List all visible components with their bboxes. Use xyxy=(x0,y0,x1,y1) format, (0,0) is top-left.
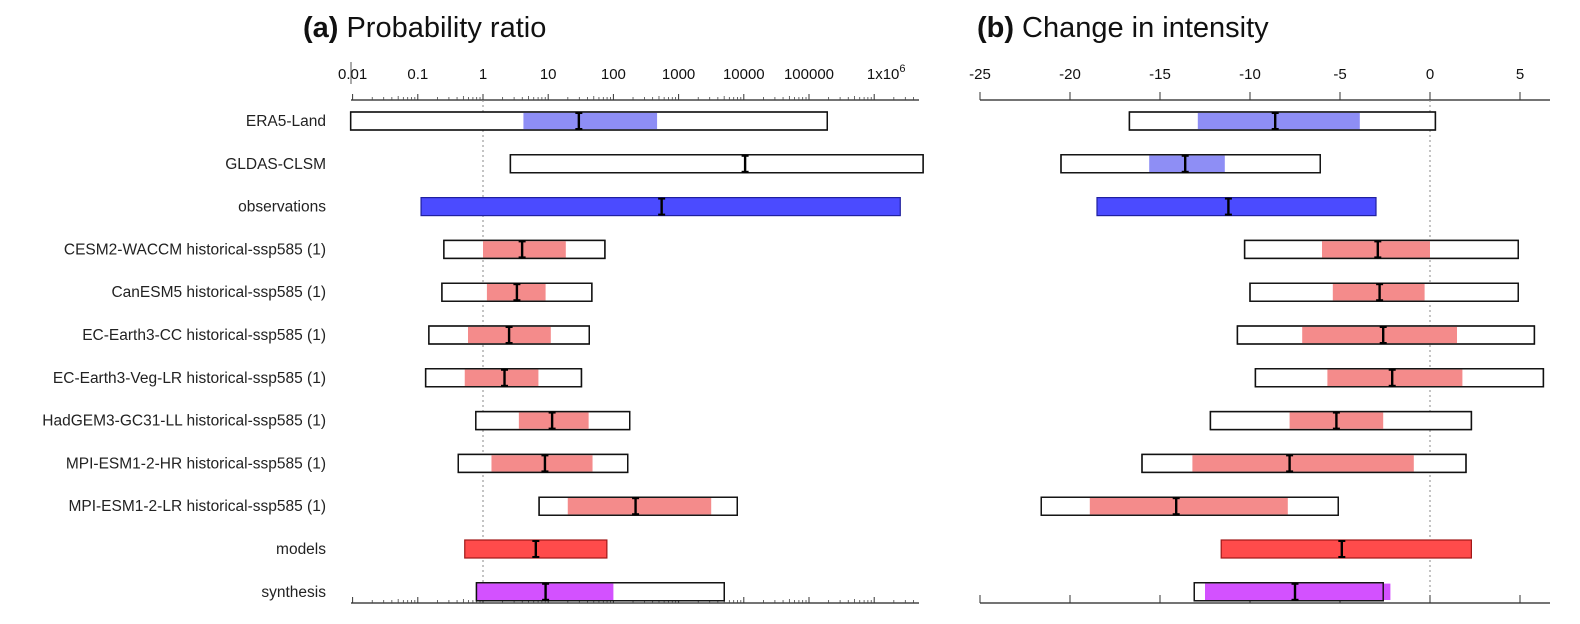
row-label: HadGEM3-GC31-LL historical-ssp585 (1) xyxy=(42,413,326,430)
panel-b-row-inner-interval xyxy=(1149,155,1225,172)
panel-b-tick-label: -5 xyxy=(1333,66,1346,83)
panel-a-probability-ratio: 0.01 0.1 1 10 100 1000 10000 100000 1x106 xyxy=(338,62,924,604)
panel-b-row-inner-interval xyxy=(1197,112,1360,130)
panel-a-tick-label: 0.01 xyxy=(338,66,367,83)
row-label: EC-Earth3-CC historical-ssp585 (1) xyxy=(82,327,326,344)
panel-a-row-inner-interval xyxy=(567,498,712,515)
row-label: MPI-ESM1-2-HR historical-ssp585 (1) xyxy=(66,455,326,472)
panel-b-row-outline xyxy=(1249,282,1519,302)
panel-b-row-bar xyxy=(1096,197,1377,217)
panel-b-row-inner-interval xyxy=(1327,369,1463,386)
panel-b-tick-label: 5 xyxy=(1516,66,1524,83)
panel-b-row-outline xyxy=(1060,154,1321,174)
row-label: CanESM5 historical-ssp585 (1) xyxy=(111,284,326,301)
panel-a-tick-label: 1000 xyxy=(662,66,695,83)
panel-a-tick-label: 1 xyxy=(479,66,487,83)
panel-a-tick-label: 1x106 xyxy=(867,63,906,83)
panel-b-change-in-intensity: -25 -20 -15 -10 -5 0 5 xyxy=(969,66,1550,604)
panel-b-row-inner-interval xyxy=(1089,498,1288,515)
panel-a-letter: (a) xyxy=(303,12,338,44)
panel-b-title: (b) Change in intensity xyxy=(977,12,1269,44)
panel-b-row-inner-interval xyxy=(1205,583,1391,600)
row-label: ERA5-Land xyxy=(246,113,326,130)
panel-b-row-outline xyxy=(1254,368,1545,388)
panel-b-tick-label: -25 xyxy=(969,66,991,83)
panel-b-tick-label: 0 xyxy=(1426,66,1434,83)
panel-b-row-outline xyxy=(1141,453,1467,474)
panel-b-row-outline xyxy=(1128,111,1437,131)
panel-a-row-outer-interval xyxy=(509,154,924,174)
panel-b-row-outline xyxy=(1040,496,1339,516)
panel-a-tick-label: 10000 xyxy=(723,66,765,83)
panel-b-row-outline xyxy=(1193,582,1384,602)
panel-b-row-inner-interval xyxy=(1322,241,1430,258)
panel-a-tick-label: 10 xyxy=(540,66,557,83)
panel-b-letter: (b) xyxy=(977,12,1014,44)
row-label: observations xyxy=(238,199,326,216)
panel-b-title-text: Change in intensity xyxy=(1022,12,1269,44)
panel-b-row-inner-interval xyxy=(1302,326,1457,344)
row-label: synthesis xyxy=(261,584,326,601)
row-label: EC-Earth3-Veg-LR historical-ssp585 (1) xyxy=(53,370,326,387)
panel-a-tick-label: 100 xyxy=(601,66,626,83)
panel-a-row-inner-interval xyxy=(518,412,589,429)
panel-a-row-inner-interval xyxy=(464,369,539,386)
panel-a-row-inner-interval xyxy=(523,112,658,130)
panel-b-row-outline xyxy=(1209,410,1473,431)
panel-a-title-text: Probability ratio xyxy=(346,12,546,44)
panel-a-row-inner-interval xyxy=(491,455,593,472)
panel-b-row-bar xyxy=(1220,539,1472,559)
panel-a-tick-label: 100000 xyxy=(784,66,834,83)
panel-b-row-inner-interval xyxy=(1192,455,1414,472)
panel-b-tick-label: -20 xyxy=(1059,66,1081,83)
panel-a-title: (a) Probability ratio xyxy=(303,12,546,44)
panel-a-row-inner-interval xyxy=(483,241,566,258)
panel-a-row-outline xyxy=(509,154,924,174)
row-label: MPI-ESM1-2-LR historical-ssp585 (1) xyxy=(68,498,326,515)
row-label: GLDAS-CLSM xyxy=(225,156,326,173)
panel-b-tick-label: -15 xyxy=(1149,66,1171,83)
row-labels: ERA5-Land GLDAS-CLSM observations CESM2-WAC… xyxy=(42,113,326,601)
panel-a-tick-label: 0.1 xyxy=(407,66,428,83)
panel-b-row-outline xyxy=(1243,239,1519,260)
row-label: models xyxy=(276,541,326,558)
panel-b-tick-label: -10 xyxy=(1239,66,1261,83)
panel-a-row-outline xyxy=(475,582,725,602)
row-label: CESM2-WACCM historical-ssp585 (1) xyxy=(64,241,326,258)
panel-a-row-outline xyxy=(349,111,828,131)
